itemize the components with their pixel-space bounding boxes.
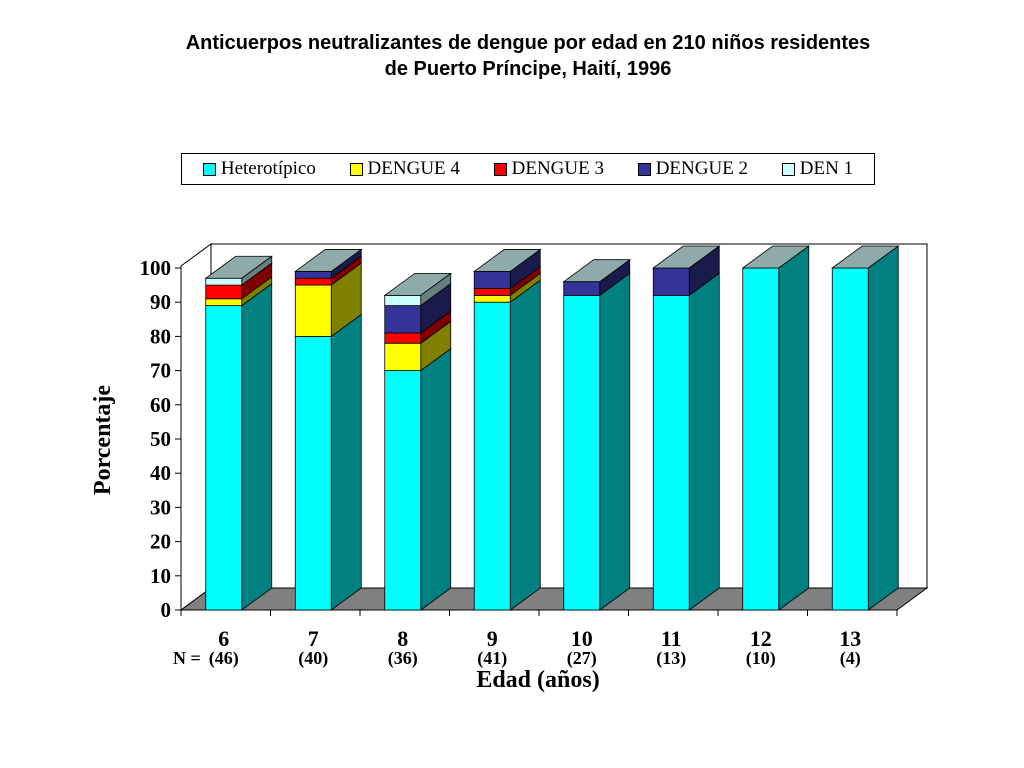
n-count-label: (10) bbox=[746, 648, 776, 669]
legend-item-2: DENGUE 3 bbox=[493, 158, 604, 180]
bar-segment-side bbox=[241, 282, 273, 611]
y-tick-label: 30 bbox=[150, 495, 171, 519]
bar-top bbox=[294, 249, 363, 272]
legend-swatch bbox=[349, 162, 363, 176]
bar-segment bbox=[205, 277, 243, 286]
bar-segment bbox=[652, 267, 690, 296]
y-axis-title: Porcentaje bbox=[90, 385, 116, 496]
y-tick-label: 100 bbox=[140, 256, 172, 280]
y-tick-label: 80 bbox=[150, 324, 171, 348]
floor bbox=[179, 587, 929, 611]
chart-title-line-2: de Puerto Príncipe, Haití, 1996 bbox=[384, 58, 672, 80]
n-count-label: (36) bbox=[388, 648, 418, 669]
bar-segment-side bbox=[778, 245, 810, 611]
legend-label: Heterotípico bbox=[220, 158, 316, 179]
bar-segment bbox=[205, 284, 243, 300]
bar-segment-side bbox=[330, 313, 362, 611]
x-tick-label: 7 bbox=[308, 626, 319, 651]
bar-segment bbox=[473, 271, 511, 289]
bar-top bbox=[562, 259, 631, 283]
n-prefix-label: N = bbox=[173, 648, 201, 668]
chart-title-line-1: Anticuerpos neutralizantes de dengue por… bbox=[185, 32, 871, 54]
y-tick-label: 50 bbox=[150, 427, 171, 451]
bar-segment-side bbox=[509, 279, 541, 611]
bar-segment bbox=[652, 294, 690, 611]
bar-segment bbox=[563, 281, 601, 296]
x-tick-label: 6 bbox=[218, 626, 229, 651]
bar-top bbox=[652, 245, 721, 269]
x-tick-label: 10 bbox=[571, 626, 593, 651]
y-tick-label: 60 bbox=[150, 393, 171, 417]
bar-segment-side bbox=[599, 272, 631, 611]
legend-swatch bbox=[781, 162, 795, 176]
bar-top bbox=[473, 249, 542, 272]
n-count-label: (40) bbox=[298, 648, 328, 669]
bar-segment bbox=[563, 294, 601, 611]
bar-segment bbox=[294, 335, 332, 611]
bar-segment bbox=[294, 284, 332, 337]
bar-segment bbox=[294, 277, 332, 286]
y-tick-label: 0 bbox=[161, 598, 172, 622]
chart-legend: Heterotípico DENGUE 4 DENGUE 3 DENGUE 2 DEN … bbox=[181, 153, 875, 185]
legend-label: DEN 1 bbox=[799, 158, 854, 179]
bar-segment bbox=[831, 267, 869, 611]
legend-swatch bbox=[493, 162, 507, 176]
legend-item-0: Heterotípico bbox=[202, 158, 316, 180]
legend-item-1: DENGUE 4 bbox=[349, 158, 460, 180]
legend-label: DENGUE 4 bbox=[367, 158, 460, 179]
bar-top bbox=[383, 272, 452, 296]
n-count-label: (46) bbox=[209, 648, 239, 669]
bar-segment-side bbox=[420, 347, 452, 611]
x-tick-label: 12 bbox=[750, 626, 772, 651]
bar-segment bbox=[473, 294, 511, 303]
legend-label: DENGUE 3 bbox=[511, 158, 604, 179]
bar-top bbox=[831, 245, 900, 269]
y-tick-label: 70 bbox=[150, 359, 171, 383]
chart-title: Anticuerpos neutralizantes de dengue por… bbox=[0, 30, 1024, 82]
y-tick-label: 20 bbox=[150, 530, 171, 554]
bar-top bbox=[204, 255, 273, 279]
x-axis-title: Edad (años) bbox=[476, 667, 599, 693]
x-tick-label: 13 bbox=[839, 626, 861, 651]
bar-segment bbox=[294, 271, 332, 279]
bar-segment bbox=[205, 305, 243, 611]
n-count-label: (27) bbox=[567, 648, 597, 669]
bar-segment bbox=[384, 342, 422, 371]
bar-segment bbox=[384, 305, 422, 334]
bar-segment bbox=[473, 288, 511, 296]
bar-segment bbox=[205, 298, 243, 307]
bar-segment bbox=[384, 332, 422, 344]
y-tick-label: 90 bbox=[150, 290, 171, 314]
y-tick-label: 40 bbox=[150, 461, 171, 485]
y-tick-label: 10 bbox=[150, 564, 171, 588]
legend-swatch bbox=[637, 162, 651, 176]
bar-segment bbox=[384, 294, 422, 307]
bar-segment bbox=[384, 370, 422, 611]
n-count-label: (4) bbox=[840, 648, 861, 669]
legend-label: DENGUE 2 bbox=[655, 158, 749, 179]
legend-item-3: DENGUE 2 bbox=[637, 158, 749, 180]
bar-segment bbox=[473, 301, 511, 611]
x-tick-label: 11 bbox=[661, 626, 682, 651]
bar-segment-side bbox=[688, 272, 720, 611]
x-tick-label: 8 bbox=[397, 626, 408, 651]
n-count-label: (41) bbox=[477, 648, 507, 669]
bar-segment bbox=[742, 267, 780, 611]
bar-segment-side bbox=[867, 245, 899, 611]
x-tick-label: 9 bbox=[487, 626, 498, 651]
bar-top bbox=[741, 245, 810, 269]
n-count-label: (13) bbox=[656, 648, 686, 669]
legend-swatch bbox=[202, 162, 216, 176]
legend-item-4: DEN 1 bbox=[781, 158, 854, 180]
